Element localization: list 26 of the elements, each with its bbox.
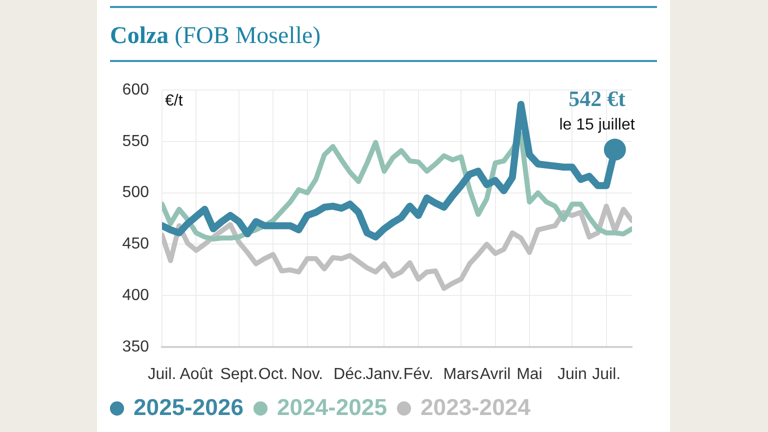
x-tick-label: Août <box>180 366 214 384</box>
x-tick-label: Oct. <box>258 366 288 384</box>
y-tick-label: 550 <box>122 132 150 150</box>
chart-title: Colza (FOB Moselle) <box>110 23 321 49</box>
legend-label: 2025-2026 <box>134 394 244 420</box>
y-tick-label: 600 <box>122 81 150 98</box>
legend-label: 2023-2024 <box>420 394 531 420</box>
y-tick-label: 400 <box>122 287 150 304</box>
x-tick-label: Mai <box>516 366 542 384</box>
y-tick-label: 450 <box>122 236 150 253</box>
y-tick-label: 500 <box>122 184 150 202</box>
legend-label: 2024-2025 <box>276 394 388 420</box>
x-tick-label: Juil. <box>148 366 176 384</box>
y-axis-title: €/t <box>165 92 184 110</box>
annotation: 542 €t <box>568 86 626 112</box>
x-tick-label: Avril <box>480 366 511 384</box>
annotation: le 15 juillet <box>559 116 636 134</box>
x-tick-label: Juil. <box>592 366 621 384</box>
x-tick-label: Fév. <box>403 366 434 384</box>
x-tick-label: Sept. <box>220 366 258 384</box>
x-tick-label: Juin <box>558 366 587 384</box>
x-tick-label: Janv. <box>366 366 403 384</box>
y-tick-label: 350 <box>122 338 150 356</box>
x-tick-label: Nov. <box>291 366 324 384</box>
x-tick-label: Mars <box>443 366 479 384</box>
x-tick-label: Déc. <box>334 366 366 384</box>
